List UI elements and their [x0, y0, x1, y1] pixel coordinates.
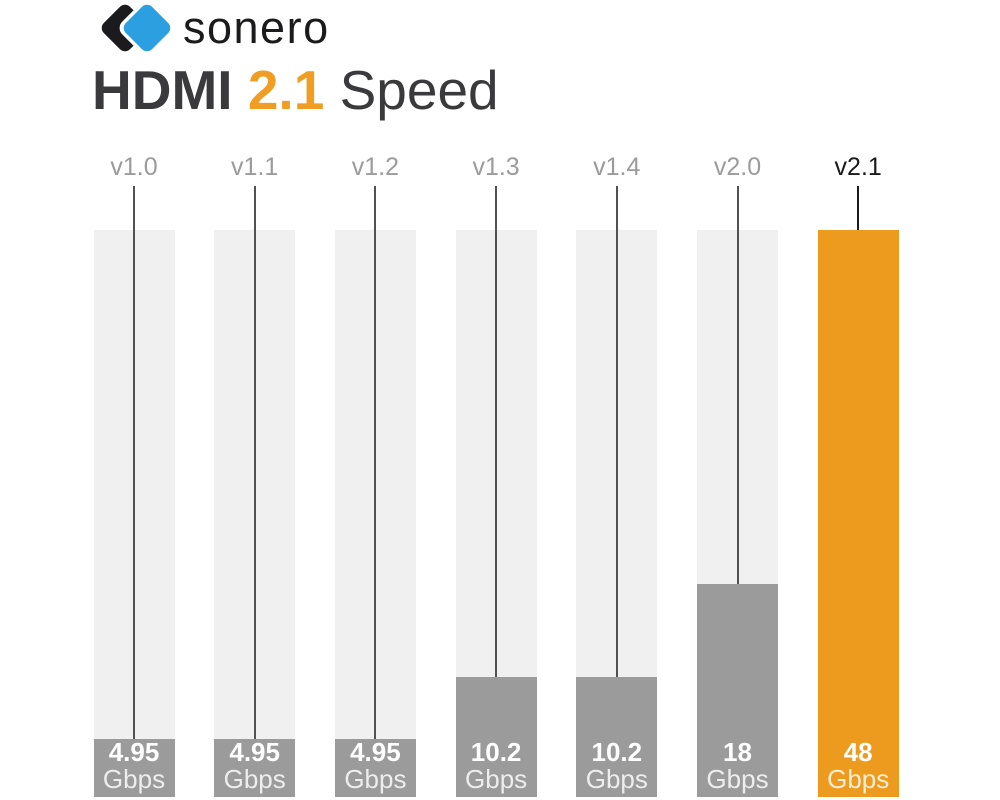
bar-connector-line: [857, 186, 860, 230]
bar-connector-line: [374, 186, 377, 739]
value-number: 4.95: [229, 737, 280, 767]
value-label: 4.95 Gbps: [94, 738, 175, 794]
brand-name: sonero: [183, 2, 330, 53]
value-unit: Gbps: [344, 764, 407, 794]
bar-connector-line: [495, 186, 498, 677]
value-unit: Gbps: [585, 764, 648, 794]
version-label: v1.3: [472, 153, 520, 181]
value-label: 48 Gbps: [818, 738, 899, 794]
bar-fill: [576, 677, 658, 797]
value-label: 4.95 Gbps: [214, 738, 295, 794]
version-label: v1.4: [593, 153, 641, 181]
value-label: 18 Gbps: [697, 738, 778, 794]
value-number: 48: [843, 737, 873, 767]
value-label: 10.2 Gbps: [576, 738, 657, 794]
value-unit: Gbps: [465, 764, 528, 794]
bar-fill: [455, 677, 537, 797]
page-title: HDMI 2.1 Speed: [92, 60, 499, 120]
title-word: Speed: [339, 59, 499, 121]
value-number: 18: [723, 737, 752, 767]
bar-fill: [334, 739, 416, 797]
bar-fill: [697, 584, 778, 797]
bar-fill: [817, 230, 899, 797]
bar-fill: [93, 739, 175, 797]
title-product: HDMI: [92, 59, 233, 121]
version-label: v1.2: [351, 153, 400, 181]
value-unit: Gbps: [102, 764, 166, 794]
version-label: v2.1: [834, 153, 882, 181]
bar-connector-line: [253, 186, 256, 739]
bar-connector-line: [615, 186, 618, 677]
value-number: 4.95: [108, 737, 160, 767]
title-version: 2.1: [247, 59, 325, 121]
value-label: 10.2 Gbps: [456, 738, 537, 794]
bar-connector-line: [133, 186, 135, 739]
value-number: 4.95: [350, 737, 401, 767]
value-number: 10.2: [591, 737, 643, 767]
bar-connector-line: [736, 186, 739, 584]
brand-logo: sonero: [97, 1, 330, 55]
value-unit: Gbps: [223, 764, 286, 794]
bar-fill: [214, 739, 296, 797]
value-label: 4.95 Gbps: [335, 738, 416, 794]
value-unit: Gbps: [827, 764, 890, 794]
value-unit: Gbps: [706, 764, 769, 794]
value-number: 10.2: [470, 737, 522, 767]
version-label: v1.0: [110, 153, 158, 181]
version-label: v1.1: [231, 153, 279, 181]
diamond-chevron-logo-icon: [101, 1, 175, 55]
version-label: v2.0: [713, 153, 762, 181]
